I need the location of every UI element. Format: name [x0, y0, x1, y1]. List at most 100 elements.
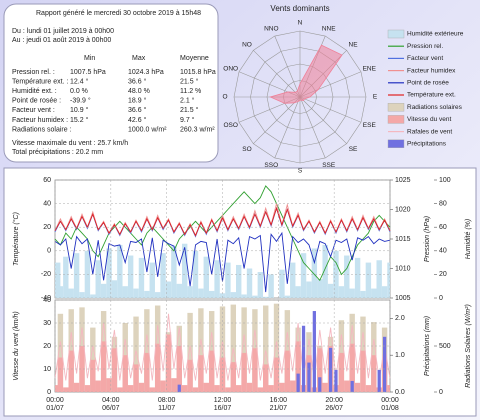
- y-tick-label: 30: [43, 320, 51, 327]
- report-panel: [3, 3, 219, 163]
- y3-axis-label: Humidité (%): [465, 219, 472, 259]
- legend: Humidité extérieure Pression rel. Facteur …: [387, 29, 464, 149]
- bar: [307, 362, 311, 392]
- spoke: [253, 50, 301, 98]
- area-bar: [263, 296, 269, 298]
- wind-frequency: [269, 44, 343, 104]
- row-label: Radiations solaire :: [12, 126, 72, 133]
- area-bar: [279, 269, 285, 298]
- spoke: [253, 96, 301, 144]
- area-bar: [230, 362, 237, 392]
- x-tick-label: 20:00: [325, 397, 343, 404]
- report-title: Rapport généré le mercredi 30 octobre 20…: [36, 10, 201, 17]
- spoke: [274, 35, 301, 98]
- area-bar: [79, 346, 85, 392]
- row-max: 18.9 °: [128, 97, 147, 105]
- x-tick-label: 01/07: [46, 405, 64, 412]
- area-bar: [376, 260, 382, 298]
- y-tick-label: -40: [41, 295, 51, 302]
- legend-label: Rafales de vent: [407, 128, 452, 135]
- y-axis-label: Température (°C): [12, 212, 20, 266]
- x-tick-label: 26/07: [325, 405, 343, 412]
- area-bar: [111, 348, 118, 392]
- area-bar: [295, 286, 301, 298]
- area-bar: [279, 382, 285, 392]
- area-bar: [95, 380, 101, 392]
- y3-tick-label: 0: [439, 295, 443, 302]
- row-min: 0.0 %: [70, 88, 88, 95]
- y-tick-label: -20: [41, 271, 51, 278]
- area-bar: [154, 292, 161, 298]
- row-min: 10.9 °: [70, 106, 89, 114]
- area-bar: [111, 280, 118, 298]
- direction-label: OSO: [223, 122, 237, 129]
- row-max: 36.6 °: [128, 106, 147, 114]
- area-bar: [68, 350, 74, 392]
- legend-swatch: [387, 139, 405, 149]
- area-bar: [187, 359, 193, 392]
- legend-label: Humidité extérieure: [407, 31, 464, 38]
- area-bar: [117, 244, 123, 298]
- y2-tick-label: 1015: [395, 236, 411, 243]
- area-bar: [127, 385, 134, 392]
- direction-label: NNE: [322, 25, 336, 32]
- area-bar: [257, 272, 264, 298]
- x-tick-label: 04:00: [102, 397, 120, 404]
- area-bar: [160, 380, 166, 392]
- area-bar: [171, 378, 177, 392]
- bar: [334, 369, 338, 392]
- row-mean: 260.3 w/m²: [180, 126, 215, 133]
- bar: [296, 373, 300, 392]
- area-bar: [203, 382, 209, 392]
- y-tick-label: 0: [47, 248, 51, 255]
- direction-label: E: [373, 94, 378, 101]
- y3-tick-label: 0: [439, 389, 443, 396]
- direction-label: ESE: [363, 122, 377, 129]
- area-bar: [263, 364, 269, 392]
- area-bar: [284, 350, 291, 392]
- area-bar: [138, 257, 145, 298]
- area-bar: [144, 309, 150, 392]
- area-bar: [327, 283, 334, 298]
- x-tick-label: 16:00: [270, 397, 288, 404]
- direction-label: NNO: [264, 25, 278, 32]
- area-bar: [214, 260, 220, 298]
- row-min: 12.4 °: [70, 77, 89, 85]
- area-bar: [208, 290, 215, 298]
- direction-label: SSO: [264, 162, 278, 169]
- legend-label: Vitesse du vent: [407, 116, 452, 123]
- area-bar: [181, 243, 188, 298]
- windrose-title: Vents dominants: [270, 4, 329, 13]
- area-bar: [349, 343, 355, 392]
- direction-label: ONO: [223, 65, 238, 72]
- legend-label: Facteur vent: [407, 55, 443, 62]
- area-bar: [57, 357, 64, 392]
- x-tick-label: 11/07: [158, 405, 175, 412]
- y-tick-label: 20: [43, 343, 51, 350]
- area-bar: [290, 262, 296, 298]
- area-bar: [344, 255, 350, 298]
- area-bar: [246, 382, 253, 392]
- area-bar: [127, 255, 134, 298]
- y2-tick-label: 0.0: [395, 389, 405, 396]
- y2-tick-label: 1020: [395, 206, 411, 213]
- area-bar: [73, 253, 80, 298]
- area-bar: [165, 281, 172, 298]
- area-bar: [55, 262, 61, 298]
- row-max: 1000.0 w/m²: [128, 126, 167, 133]
- area-bar: [171, 246, 177, 298]
- direction-label: SSE: [322, 162, 336, 169]
- area-bar: [90, 359, 96, 392]
- area-bar: [241, 294, 247, 298]
- row-max: 48.0 %: [128, 88, 150, 95]
- bar: [350, 380, 354, 392]
- direction-label: N: [298, 20, 303, 27]
- direction-label: SE: [349, 146, 358, 153]
- y-tick-label: 20: [43, 224, 51, 231]
- area-bar: [225, 387, 231, 392]
- y2-tick-label: 2.0: [395, 315, 405, 322]
- area-bar: [349, 288, 355, 298]
- bar: [318, 377, 322, 392]
- area-bar: [84, 385, 91, 392]
- area-bar: [149, 262, 155, 298]
